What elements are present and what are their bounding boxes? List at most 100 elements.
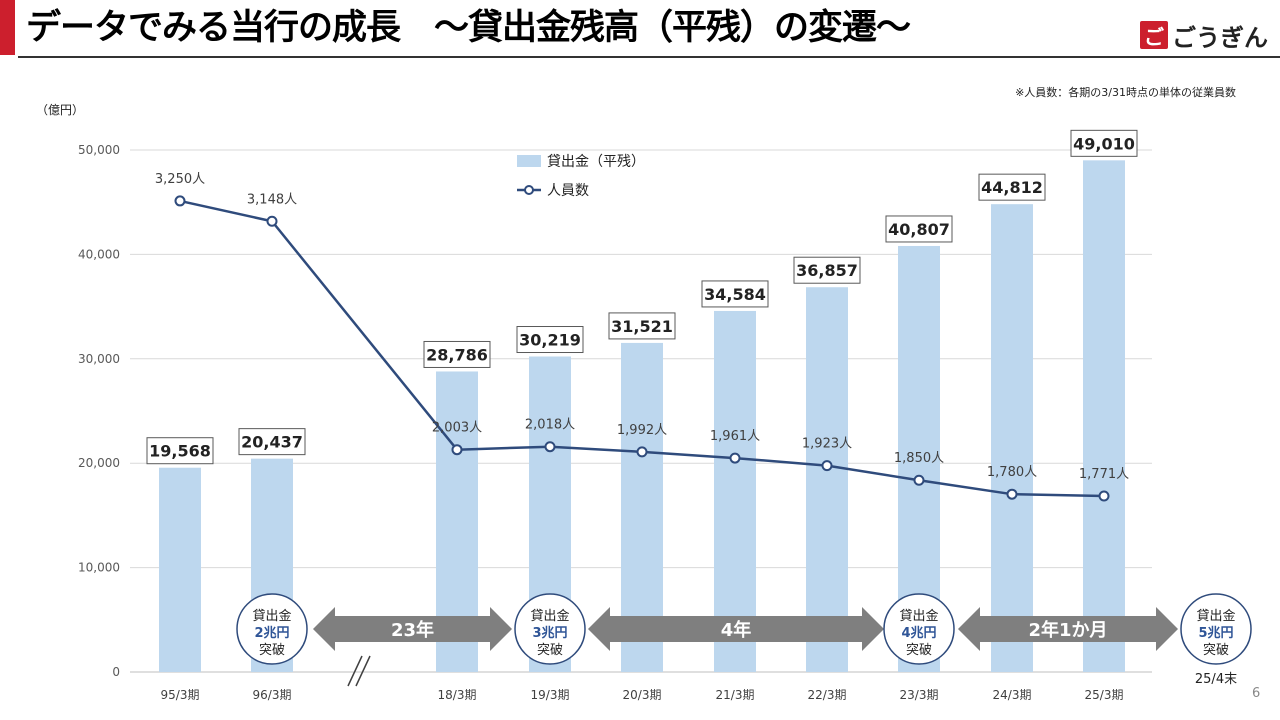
milestone-line2: 2兆円: [254, 625, 289, 641]
staff-count-point: [1006, 488, 1018, 500]
staff-count-label: 2,003人: [432, 421, 482, 436]
bar-value-label: 49,010: [1073, 134, 1135, 153]
y-tick-label: 10,000: [78, 561, 120, 575]
bar-value-box: [423, 340, 491, 368]
staff-count-point: [451, 444, 463, 456]
milestone-line1: 貸出金: [899, 608, 938, 624]
bar-value-label: 20,437: [241, 433, 303, 452]
staff-count-label: 1,923人: [802, 437, 852, 452]
milestone-line2: 4兆円: [901, 625, 936, 641]
bar-value-box: [1070, 129, 1138, 157]
title-divider: [18, 56, 1280, 58]
milestone-line2: 5兆円: [1198, 625, 1233, 641]
bar-value-label: 44,812: [981, 178, 1043, 197]
milestone-badge: [1180, 593, 1252, 665]
x-tick-label: 95/3期: [161, 688, 200, 702]
bar-value-label: 34,584: [704, 285, 766, 304]
bar-value-box: [885, 215, 953, 243]
staff-count-label: 1,771人: [1079, 467, 1129, 482]
bar: [991, 204, 1033, 672]
staff-count-point: [174, 195, 186, 207]
milestone-date: 25/4末: [1195, 672, 1237, 687]
x-tick-label: 96/3期: [253, 688, 292, 702]
legend-line-marker: [524, 185, 534, 195]
bar-value-label: 36,857: [796, 261, 858, 280]
axis-break-mark: [347, 655, 363, 687]
bar-value-box: [978, 173, 1046, 201]
staff-count-label: 1,961人: [710, 429, 760, 444]
bar-value-box: [701, 280, 769, 308]
bar-value-box: [146, 437, 214, 465]
staff-count-point: [1098, 490, 1110, 502]
y-tick-label: 0: [112, 665, 120, 679]
milestone-line3: 突破: [1203, 642, 1229, 658]
bar-value-label: 40,807: [888, 220, 950, 239]
milestone-line3: 突破: [259, 642, 285, 658]
x-tick-label: 18/3期: [438, 688, 477, 702]
span-label: 2年1か月: [1028, 619, 1107, 641]
footnote: ※人員数：各期の3/31時点の単体の従業員数: [1015, 86, 1236, 99]
staff-count-label: 1,992人: [617, 423, 667, 438]
y-tick-label: 20,000: [78, 456, 120, 470]
legend-bar-swatch: [517, 155, 541, 167]
staff-count-label: 3,148人: [247, 192, 297, 207]
milestone-line3: 突破: [906, 642, 932, 658]
bar-value-box: [516, 326, 584, 354]
staff-count-point: [913, 474, 925, 486]
x-tick-label: 23/3期: [900, 688, 939, 702]
bar-value-box: [608, 312, 676, 340]
x-tick-label: 25/3期: [1085, 688, 1124, 702]
logo-mark-icon: ご: [1140, 21, 1168, 49]
y-tick-label: 30,000: [78, 352, 120, 366]
bar: [1083, 160, 1125, 672]
y-axis-unit: （億円）: [36, 103, 85, 117]
x-tick-label: 20/3期: [623, 688, 662, 702]
legend-line-label: 人員数: [547, 183, 589, 199]
milestone-line1: 貸出金: [252, 608, 291, 624]
staff-count-point: [544, 441, 556, 453]
span-arrow: [588, 607, 884, 651]
milestone-badge: [236, 593, 308, 665]
span-arrow: [313, 607, 512, 651]
staff-count-point: [266, 215, 278, 227]
legend-bar-label: 貸出金（平残）: [547, 154, 645, 170]
y-tick-label: 40,000: [78, 247, 120, 261]
bar: [159, 467, 201, 672]
bar-value-box: [793, 256, 861, 284]
bar-value-label: 19,568: [149, 442, 211, 461]
page-title: データでみる当行の成長 ～貸出金残高（平残）の変遷～: [26, 8, 911, 48]
axis-break-mark: [355, 655, 371, 687]
bank-logo: ご ごうぎん: [1140, 20, 1268, 52]
span-arrow: [958, 607, 1178, 651]
bar-value-box: [238, 428, 306, 456]
staff-count-label: 1,850人: [894, 451, 944, 466]
span-label: 4年: [721, 619, 752, 641]
x-tick-label: 19/3期: [531, 688, 570, 702]
bar-value-label: 28,786: [426, 345, 488, 364]
staff-count-line: [179, 199, 1105, 498]
page-number: 6: [1252, 686, 1261, 701]
x-tick-label: 24/3期: [993, 688, 1032, 702]
x-tick-label: 21/3期: [716, 688, 755, 702]
bar: [714, 310, 756, 672]
span-label: 23年: [391, 619, 434, 641]
staff-count-point: [636, 446, 648, 458]
staff-count-label: 1,780人: [987, 465, 1037, 480]
staff-count-point: [821, 460, 833, 472]
y-tick-label: 50,000: [78, 143, 120, 157]
bar: [806, 287, 848, 672]
staff-count-label: 2,018人: [525, 418, 575, 433]
milestone-badge: [514, 593, 586, 665]
bar-value-label: 30,219: [519, 331, 581, 350]
milestone-badge: [883, 593, 955, 665]
x-tick-label: 22/3期: [808, 688, 847, 702]
milestone-line1: 貸出金: [1196, 608, 1235, 624]
title-accent-bar: [0, 0, 15, 55]
staff-count-label: 3,250人: [155, 172, 205, 187]
milestone-line3: 突破: [537, 642, 563, 658]
bar-value-label: 31,521: [611, 317, 673, 336]
logo-text: ごうぎん: [1172, 23, 1268, 52]
milestone-line1: 貸出金: [530, 608, 569, 624]
staff-count-point: [729, 452, 741, 464]
